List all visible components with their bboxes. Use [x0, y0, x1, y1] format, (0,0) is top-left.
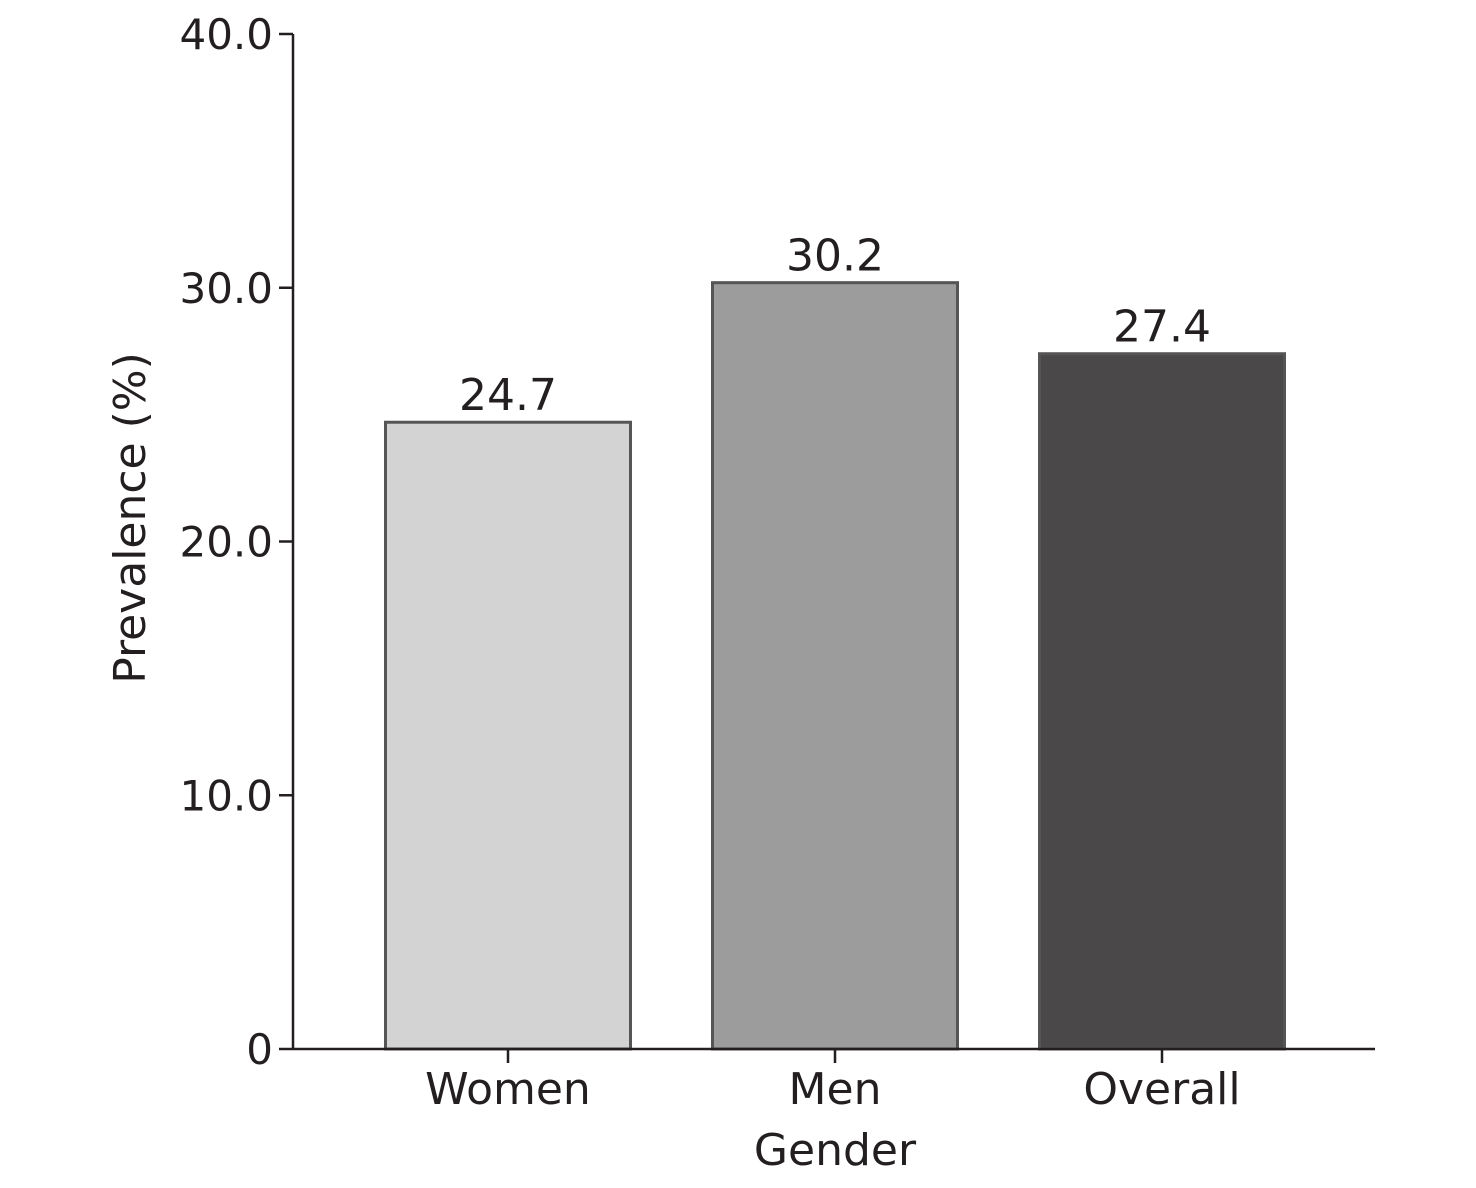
- data-label-men: 30.2: [786, 231, 884, 282]
- y-ticks: 0 10.0 20.0 30.0 40.0: [179, 10, 293, 1074]
- bar-men: [711, 281, 959, 1051]
- x-ticks: Women Men Overall: [425, 1049, 1241, 1115]
- bars-layer: [384, 281, 1286, 1051]
- y-tick-label: 10.0: [179, 771, 273, 820]
- data-label-overall: 27.4: [1113, 302, 1211, 353]
- bar-women: [384, 420, 632, 1051]
- y-tick-label: 40.0: [179, 10, 273, 59]
- y-tick-label: 0: [246, 1025, 273, 1074]
- bar-overall: [1038, 352, 1286, 1051]
- x-tick-label: Overall: [1083, 1064, 1240, 1115]
- x-tick-label: Men: [789, 1064, 882, 1115]
- y-tick-label: 30.0: [179, 264, 273, 313]
- y-axis-title: Prevalence (%): [105, 352, 156, 684]
- x-tick-label: Women: [425, 1064, 591, 1115]
- data-label-women: 24.7: [459, 370, 557, 421]
- y-tick-label: 20.0: [179, 518, 273, 567]
- data-labels: 24.7 30.2 27.4: [459, 231, 1211, 422]
- x-axis-title: Gender: [754, 1125, 917, 1176]
